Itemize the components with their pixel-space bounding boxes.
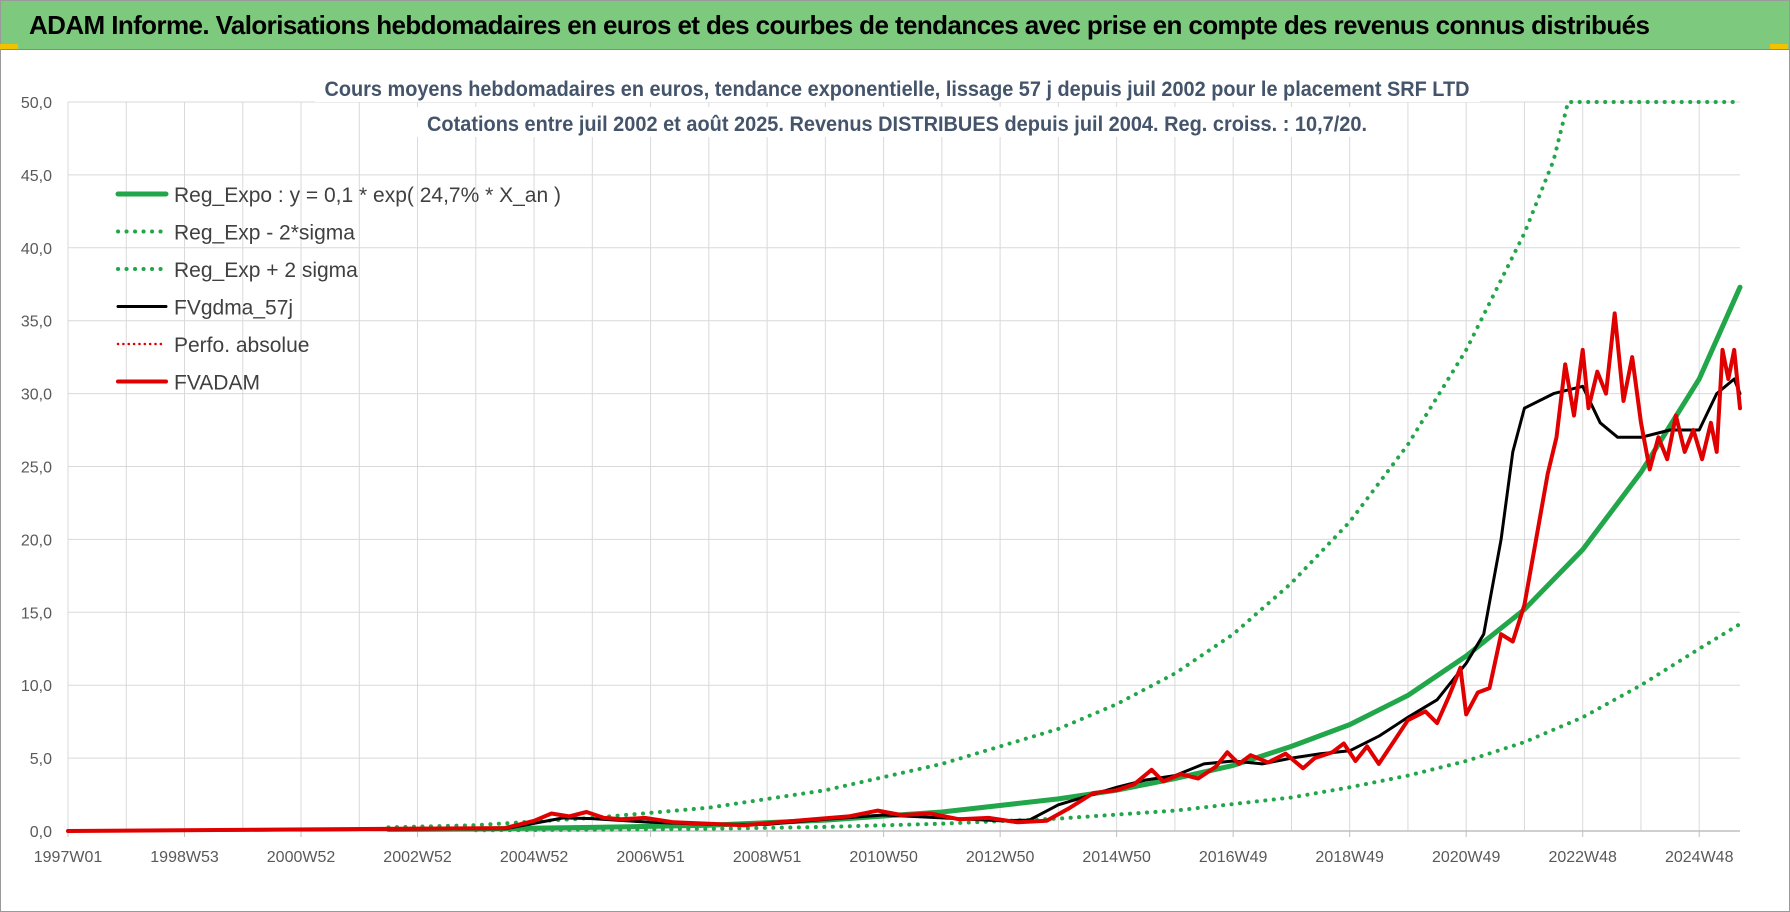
- y-tick-label: 0,0: [30, 824, 52, 841]
- axes: 0,0 5,0 10,0 15,0 20,0 25,0 30,0 35,0 40,0 45,0 50…: [21, 95, 1740, 866]
- x-tick-label: 2008W51: [733, 849, 802, 866]
- series-line: [66, 377, 1742, 833]
- corner-marker-top-right: [1770, 44, 1788, 49]
- series-line: [66, 311, 1742, 833]
- corner-marker-top-left: [0, 44, 18, 49]
- series-line: [473, 622, 1742, 833]
- x-tick-label: 1997W01: [34, 849, 103, 866]
- grid: [67, 101, 1740, 832]
- x-tick-label: 2004W52: [500, 849, 569, 866]
- y-tick-label: 30,0: [21, 387, 52, 404]
- chart-title: Cours moyens hebdomadaires en euros, ten…: [325, 78, 1470, 101]
- x-tick-label: 1998W53: [150, 849, 219, 866]
- series-layer: [66, 100, 1743, 833]
- y-tick-label: 40,0: [21, 241, 52, 258]
- series-line: [385, 284, 1743, 832]
- x-tick-label: 2016W49: [1199, 849, 1268, 866]
- banner-title: ADAM Informe. Valorisations hebdomadaire…: [29, 10, 1650, 40]
- x-tick-label: 2018W49: [1315, 849, 1384, 866]
- y-tick-label: 15,0: [21, 605, 52, 622]
- x-tick-label: 2022W48: [1548, 849, 1617, 866]
- legend-label: Reg_Exp - 2*sigma: [174, 222, 355, 245]
- y-tick-label: 25,0: [21, 460, 52, 477]
- header-banner: ADAM Informe. Valorisations hebdomadaire…: [1, 1, 1789, 50]
- x-tick-label: 2002W52: [383, 849, 452, 866]
- y-tick-label: 10,0: [21, 678, 52, 695]
- y-tick-label: 20,0: [21, 532, 52, 549]
- y-tick-label: 45,0: [21, 168, 52, 185]
- legend-label: FVADAM: [174, 372, 260, 395]
- x-tick-label: 2020W49: [1432, 849, 1501, 866]
- x-tick-label: 2010W50: [849, 849, 918, 866]
- x-tick-label: 2012W50: [966, 849, 1035, 866]
- y-tick-label: 50,0: [21, 95, 52, 112]
- chart-titles: Cours moyens hebdomadaires en euros, ten…: [315, 72, 1480, 137]
- legend-label: Reg_Expo : y = 0,1 * exp( 24,7% * X_an ): [174, 184, 561, 207]
- series-line: [386, 100, 1742, 830]
- legend-label: Perfo. absolue: [174, 334, 309, 357]
- legend-label: Reg_Exp + 2 sigma: [174, 259, 358, 282]
- y-tick-label: 5,0: [30, 751, 52, 768]
- y-tick-label: 35,0: [21, 314, 52, 331]
- x-tick-label: 2006W51: [616, 849, 685, 866]
- x-tick-label: 2000W52: [267, 849, 336, 866]
- legend-label: FVgdma_57j: [174, 297, 293, 320]
- legend: Reg_Expo : y = 0,1 * exp( 24,7% * X_an )…: [115, 184, 561, 395]
- chart-subtitle: Cotations entre juil 2002 et août 2025. …: [427, 113, 1367, 136]
- x-tick-label: 2014W50: [1082, 849, 1151, 866]
- x-tick-label: 2024W48: [1665, 849, 1734, 866]
